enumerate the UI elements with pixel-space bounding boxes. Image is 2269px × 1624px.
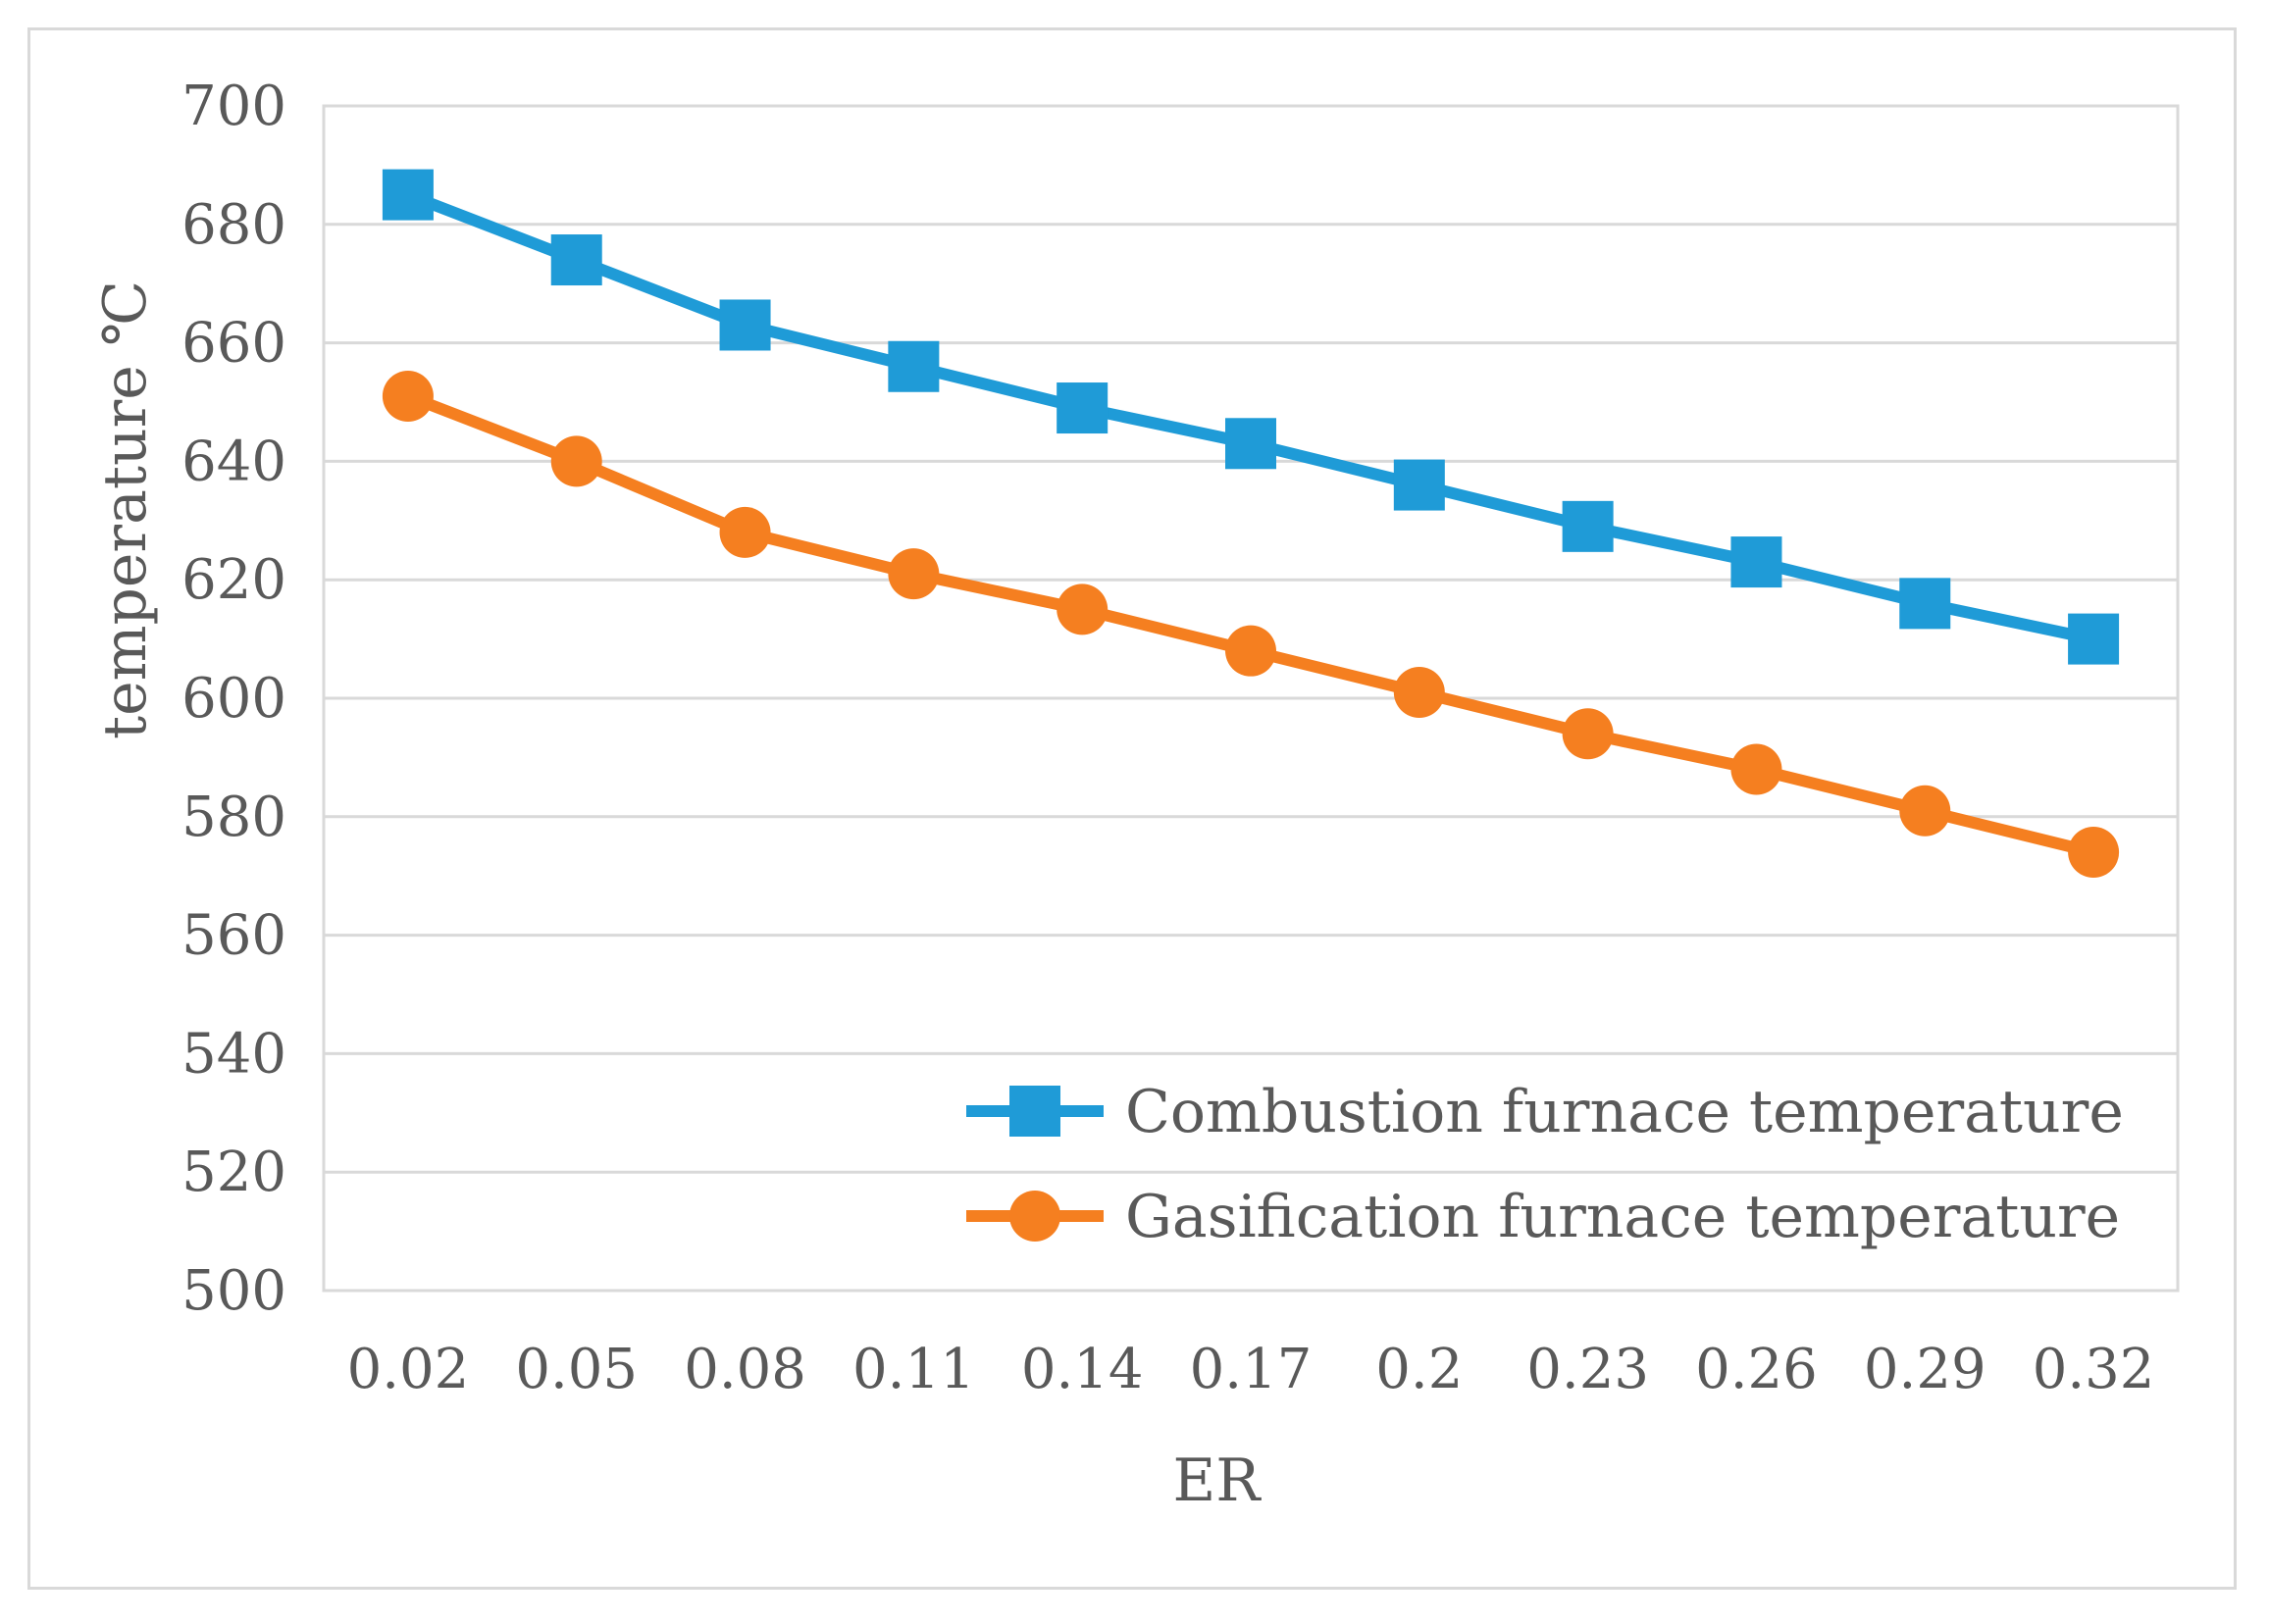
data-point-marker	[1562, 500, 1614, 552]
y-tick-label: 660	[181, 312, 286, 376]
legend-label: Gasification furnace temperature	[1125, 1183, 2120, 1251]
x-tick-label: 0.2	[1375, 1338, 1463, 1401]
data-point-marker	[1393, 666, 1445, 718]
data-point-marker	[1393, 459, 1445, 511]
data-point-marker	[550, 234, 602, 286]
y-axis-ticks: 500 520 540 560 580 600 620 640 660 680 700	[181, 75, 286, 1323]
x-tick-label: 0.23	[1526, 1338, 1649, 1401]
x-tick-label: 0.14	[1021, 1338, 1144, 1401]
x-axis-title: ER	[1173, 1446, 1263, 1515]
data-point-marker	[1225, 418, 1276, 470]
data-point-marker	[719, 506, 771, 558]
data-point-marker	[1899, 578, 1951, 630]
data-point-marker	[719, 299, 771, 351]
data-point-marker	[550, 435, 602, 487]
y-tick-label: 620	[181, 548, 286, 612]
y-tick-label: 580	[181, 786, 286, 849]
x-tick-label: 0.29	[1864, 1338, 1986, 1401]
y-tick-label: 500	[181, 1259, 286, 1323]
x-tick-label: 0.17	[1190, 1338, 1313, 1401]
y-tick-label: 560	[181, 904, 286, 968]
data-point-marker	[1899, 785, 1951, 837]
plot-area	[322, 104, 2180, 1293]
series-combustion	[382, 169, 2120, 665]
y-tick-label: 520	[181, 1141, 286, 1204]
x-tick-label: 0.32	[2033, 1338, 2155, 1401]
y-tick-label: 600	[181, 667, 286, 731]
data-point-marker	[1225, 625, 1276, 677]
data-point-marker	[2068, 827, 2120, 879]
data-point-marker	[1730, 743, 1782, 795]
x-axis-ticks: 0.02 0.05 0.08 0.11 0.14 0.17 0.2 0.23 0.26 0.29 0…	[347, 1338, 2155, 1401]
y-tick-label: 700	[181, 75, 286, 138]
data-point-marker	[382, 370, 434, 422]
x-tick-label: 0.02	[347, 1338, 470, 1401]
data-point-marker	[1730, 536, 1782, 588]
legend-item: Gasification furnace temperature	[966, 1183, 2120, 1251]
series-line	[405, 189, 2095, 645]
y-tick-label: 640	[181, 430, 286, 493]
x-tick-label: 0.11	[852, 1338, 975, 1401]
series	[382, 169, 2120, 879]
legend-item: Combustion furnace temperature	[966, 1078, 2124, 1146]
x-tick-label: 0.05	[515, 1338, 638, 1401]
legend-square-marker	[1009, 1086, 1060, 1137]
legend: Combustion furnace temperature Gasificati…	[966, 1078, 2124, 1251]
legend-label: Combustion furnace temperature	[1125, 1078, 2124, 1146]
chart-frame	[27, 27, 2237, 1590]
legend-circle-marker	[1009, 1191, 1060, 1242]
series-gasification	[382, 370, 2120, 879]
y-tick-label: 540	[181, 1022, 286, 1086]
data-point-marker	[2068, 613, 2120, 665]
data-point-marker	[888, 548, 940, 600]
data-point-marker	[1057, 382, 1109, 434]
y-axis-title: temperature ℃	[91, 280, 160, 739]
data-point-marker	[1057, 584, 1109, 635]
data-point-marker	[382, 169, 434, 221]
plot-border	[322, 104, 2180, 1293]
x-tick-label: 0.26	[1695, 1338, 1818, 1401]
x-tick-label: 0.08	[684, 1338, 806, 1401]
data-point-marker	[888, 340, 940, 392]
y-tick-label: 680	[181, 193, 286, 257]
data-point-marker	[1562, 708, 1614, 760]
